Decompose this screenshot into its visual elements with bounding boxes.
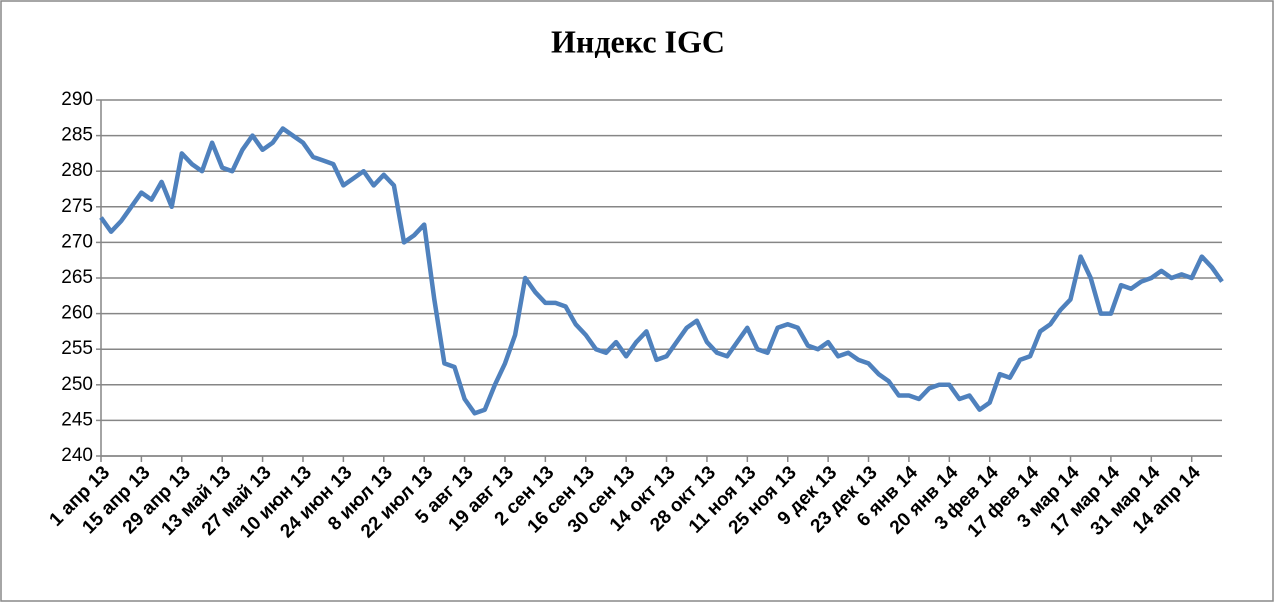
y-tick-label: 255 [61, 338, 93, 359]
y-tick-label: 270 [61, 231, 93, 252]
chart-title: Индекс IGC [551, 23, 725, 59]
y-tick-label: 280 [61, 160, 93, 181]
y-tick-label: 265 [61, 267, 93, 288]
y-tick-label: 290 [61, 89, 93, 110]
y-tick-label: 285 [61, 125, 93, 146]
y-tick-label: 275 [61, 196, 93, 217]
y-tick-label: 250 [61, 374, 93, 395]
data-line [99, 126, 1224, 416]
y-tick-label: 240 [61, 445, 93, 466]
y-tick-label: 245 [61, 409, 93, 430]
y-tick-label: 260 [61, 303, 93, 324]
